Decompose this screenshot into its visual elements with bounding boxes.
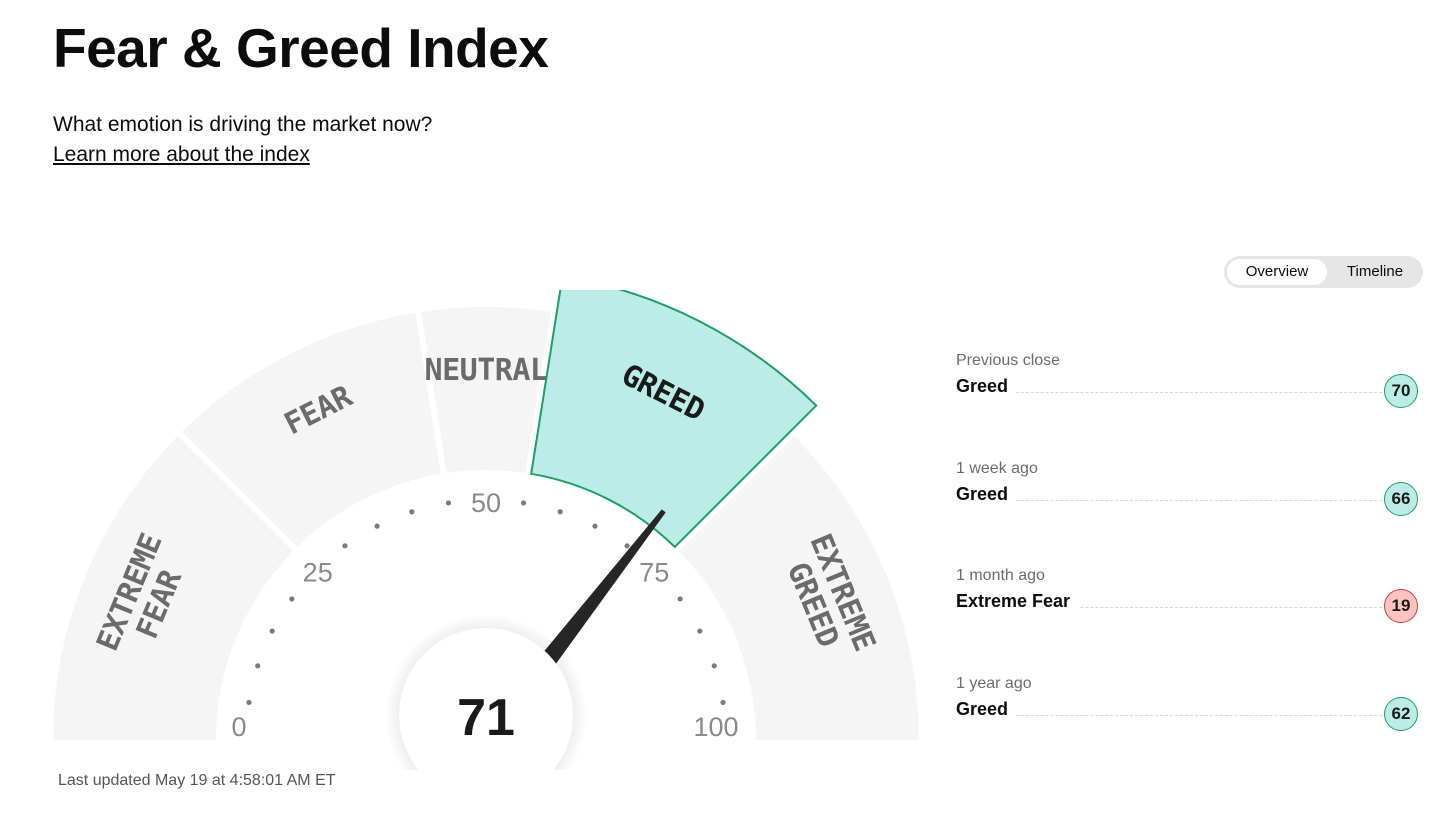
history-leader-line: [956, 392, 1392, 393]
history-rating: Greed: [956, 698, 1017, 720]
gauge-scale-dot: [720, 699, 726, 706]
gauge-hub: [399, 628, 573, 770]
history-rating: Extreme Fear: [956, 591, 1079, 612]
gauge-scale-dot: [289, 596, 295, 602]
gauge-scale-dot: [592, 523, 598, 529]
gauge-scale-dot: [711, 663, 717, 669]
gauge-scale-label: 25: [303, 558, 333, 588]
gauge-scale-dot: [342, 543, 348, 549]
gauge-scale-dot: [697, 628, 703, 634]
history-rating: Greed: [956, 376, 1017, 397]
gauge-scale-dot: [624, 543, 630, 549]
gauge-segment-greed: [530, 290, 818, 549]
history-row-1-month-ago: 1 month ago Extreme Fear 19: [956, 565, 1420, 673]
history-leader-line: [956, 499, 1392, 501]
gauge-scale-dot: [255, 663, 261, 669]
history-list: Previous close Greed 70 1 week ago Greed…: [956, 350, 1420, 780]
gauge-scale-label: 75: [639, 558, 669, 588]
page-subtitle: What emotion is driving the market now?: [53, 113, 433, 136]
history-period: Previous close: [956, 352, 1061, 369]
tab-overview[interactable]: Overview: [1227, 259, 1327, 285]
page-title: Fear & Greed Index: [53, 17, 549, 79]
gauge-segment-label: NEUTRAL: [425, 353, 548, 388]
last-updated: Last updated May 19 at 4:58:01 AM ET: [58, 772, 336, 789]
gauge-segment-neutral: [421, 307, 551, 473]
history-score-badge: 62: [1384, 696, 1418, 731]
gauge-scale-dot: [557, 509, 563, 515]
history-row-1-year-ago: 1 year ago Greed 62: [956, 673, 1420, 781]
gauge-scale-dot: [409, 509, 415, 515]
history-rating: Greed: [956, 483, 1017, 505]
history-period: 1 year ago: [956, 674, 1032, 692]
gauge-scale-dot: [374, 523, 380, 529]
gauge-scale-dot: [520, 500, 527, 506]
learn-more-link[interactable]: Learn more about the index: [53, 143, 310, 166]
history-row-previous-close: Previous close Greed 70: [956, 350, 1420, 458]
history-period: 1 month ago: [956, 567, 1045, 584]
gauge-scale-label: 100: [693, 712, 738, 742]
history-score-badge: 70: [1384, 374, 1418, 408]
history-leader-line: [956, 607, 1392, 608]
gauge-scale-dot: [269, 628, 275, 634]
gauge-scale-dots: [246, 500, 726, 706]
gauge-scale-dot: [246, 699, 252, 706]
history-period: 1 week ago: [956, 459, 1038, 477]
gauge-scale-label: 50: [471, 488, 501, 518]
gauge-scale-label: 0: [231, 712, 246, 742]
gauge-scale-labels: 0 25 50 75 100: [231, 488, 738, 742]
gauge-scale-dot: [677, 596, 683, 602]
tab-timeline[interactable]: Timeline: [1346, 263, 1404, 280]
view-toggle: Overview Timeline: [1224, 256, 1423, 288]
gauge-scale-dot: [445, 500, 452, 506]
history-row-1-week-ago: 1 week ago Greed 66: [956, 458, 1420, 566]
gauge-value: 71: [457, 689, 515, 747]
history-leader-line: [956, 714, 1392, 716]
gauge-segment-extreme-greed: [679, 435, 919, 740]
gauge-segment-fear: [181, 312, 441, 547]
history-score-badge: 19: [1384, 589, 1418, 623]
gauge-segment-extreme-fear: [53, 435, 293, 740]
history-score-badge: 66: [1384, 481, 1418, 516]
